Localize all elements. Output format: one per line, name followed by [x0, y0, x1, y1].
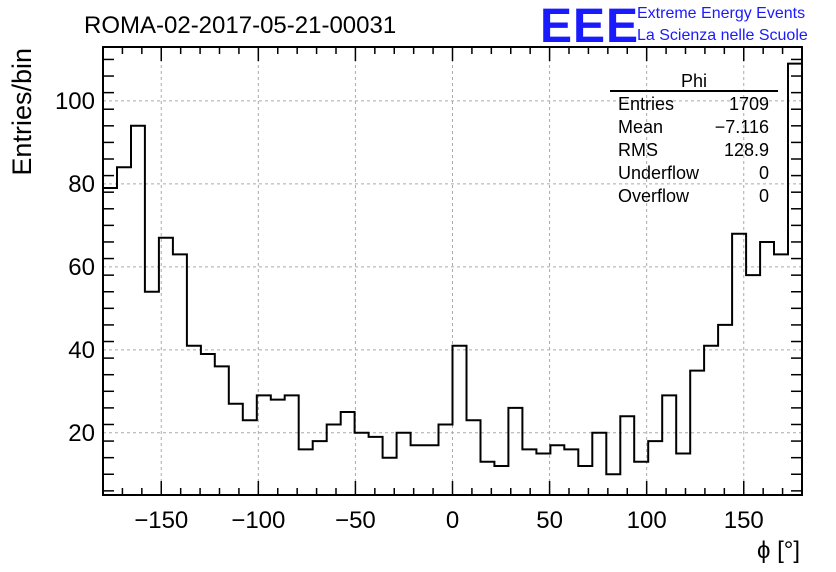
- x-tick-label-4: 50: [536, 507, 563, 534]
- grid-lines: [103, 47, 802, 495]
- x-axis-label: ϕ [°]: [757, 537, 800, 564]
- y-axis-label: Entries/bin: [7, 48, 37, 176]
- y-tick-label-2: 60: [68, 254, 95, 281]
- x-tick-label-2: −50: [335, 507, 376, 534]
- stats-value-underflow: 0: [759, 163, 769, 183]
- x-tick-label-3: 0: [446, 507, 459, 534]
- y-tick-label-0: 20: [68, 420, 95, 447]
- x-tick-label-6: 150: [724, 507, 764, 534]
- stats-label-underflow: Underflow: [618, 163, 700, 183]
- x-axis-ticks: −150 −100 −50 0 50 100 150: [121, 47, 784, 534]
- logo-line1: Extreme Energy Events: [637, 5, 805, 22]
- x-tick-label-1: −100: [231, 507, 285, 534]
- eee-logo: EEE Extreme Energy Events La Scienza nel…: [540, 0, 808, 53]
- y-tick-label-4: 100: [55, 88, 95, 115]
- stats-value-entries: 1709: [729, 94, 769, 114]
- histogram-line: [103, 62, 802, 476]
- chart-title: ROMA-02-2017-05-21-00031: [84, 12, 396, 39]
- y-axis-ticks: 20 40 60 80 100: [55, 58, 802, 492]
- y-tick-label-1: 40: [68, 337, 95, 364]
- stats-label-rms: RMS: [618, 140, 658, 160]
- logo-mark: EEE: [540, 0, 639, 53]
- stats-rows: Entries 1709 Mean −7.116 RMS 128.9 Underflow 0 O…: [618, 94, 769, 206]
- stats-label-mean: Mean: [618, 117, 663, 137]
- stats-value-overflow: 0: [759, 186, 769, 206]
- x-tick-label-0: −150: [134, 507, 188, 534]
- stats-value-rms: 128.9: [724, 140, 769, 160]
- stats-box: Phi Entries 1709 Mean −7.116 RMS 128.9 Underfl…: [610, 71, 778, 206]
- stats-label-overflow: Overflow: [618, 186, 690, 206]
- logo-line2: La Scienza nelle Scuole: [637, 27, 808, 44]
- x-tick-label-5: 100: [627, 507, 667, 534]
- stats-name: Phi: [681, 71, 707, 91]
- stats-label-entries: Entries: [618, 94, 674, 114]
- stats-value-mean: −7.116: [715, 117, 769, 137]
- y-tick-label-3: 80: [68, 171, 95, 198]
